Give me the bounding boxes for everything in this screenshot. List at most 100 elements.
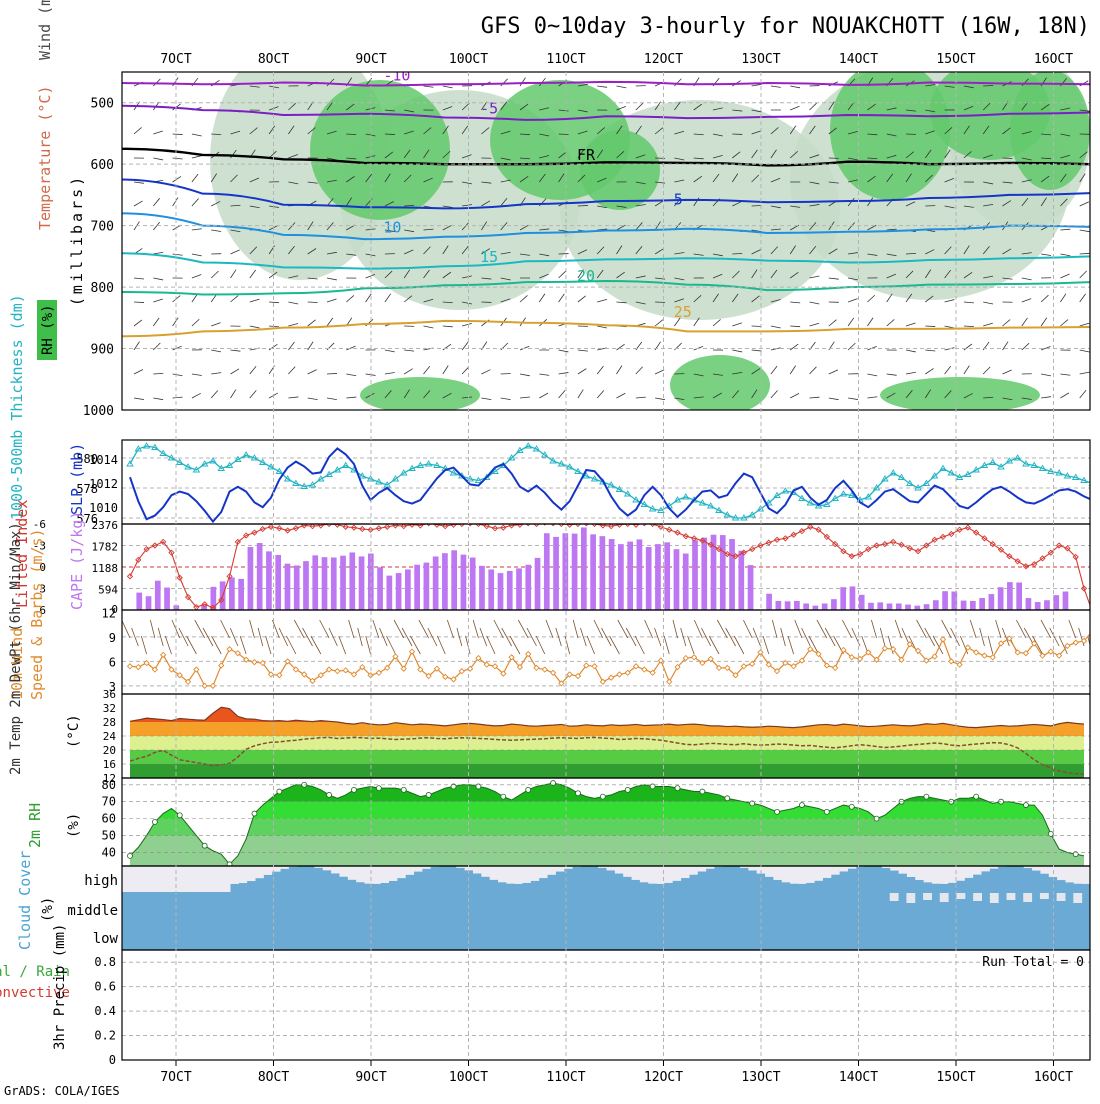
cloud-high-cell <box>589 866 598 892</box>
wind-clip <box>122 620 1100 688</box>
wind-barb <box>617 86 627 88</box>
cloud-high-cell <box>840 871 849 892</box>
wind-barb <box>752 84 762 86</box>
li-point <box>642 521 647 526</box>
wind-barb <box>842 620 851 638</box>
wind-barb <box>1041 318 1047 326</box>
cape-bar <box>637 539 643 610</box>
rh-point <box>501 794 506 799</box>
wind-barb <box>1080 202 1089 206</box>
temp-tick: 28 <box>103 716 116 729</box>
wind-barb <box>790 366 795 374</box>
rh-tick: 60 <box>102 812 116 826</box>
wind-barb <box>308 320 316 326</box>
cape-bar <box>766 594 772 610</box>
cloud-left-label: Cloud Cover <box>16 851 34 950</box>
temp-tick: 16 <box>103 758 116 771</box>
cloud-high-cell <box>364 884 373 892</box>
x-tick-label-bottom: 14OCT <box>839 1070 878 1085</box>
rh-band <box>122 836 1090 866</box>
cape-bar <box>285 564 291 610</box>
cape-tick: 2376 <box>92 519 119 532</box>
cape-bar <box>803 603 809 610</box>
wind-barb <box>192 156 202 158</box>
cape-tick: 1782 <box>92 541 119 554</box>
cape-bar <box>692 540 698 610</box>
y-tick-label: 800 <box>91 281 114 296</box>
cloud-high-cell <box>539 878 548 892</box>
cape-bar <box>229 577 235 610</box>
wind-barb <box>829 278 839 279</box>
wind-barb <box>578 369 586 374</box>
wind-speed-point <box>990 655 995 660</box>
cape-bar <box>729 539 735 610</box>
wind-barb <box>1060 320 1068 326</box>
cape-bar <box>359 556 365 610</box>
wind-barb <box>192 274 201 278</box>
wind-barb <box>231 296 239 302</box>
cloud-high-cell <box>339 877 348 892</box>
wind-barb <box>539 374 549 375</box>
wind-barb <box>366 319 373 326</box>
cape-bar <box>933 600 939 610</box>
cloud-high-cell <box>1007 866 1016 892</box>
wind-barb <box>437 636 445 654</box>
wind-speed-point <box>642 667 647 672</box>
wind-barb <box>311 636 321 654</box>
cape-bar <box>748 565 754 610</box>
cloud-high-cell <box>573 867 582 892</box>
wind-speed-line <box>130 631 1100 686</box>
wind-barb <box>385 373 395 374</box>
wind-speed-point <box>210 683 215 688</box>
wind-barb <box>134 302 144 303</box>
cape-bar <box>590 534 596 610</box>
cape-bar <box>701 538 707 610</box>
rh-point <box>152 820 157 825</box>
wind-barb <box>790 302 800 303</box>
cape-bar <box>794 601 800 610</box>
wind-barb <box>559 372 569 374</box>
cloud-high-cell <box>931 884 940 892</box>
precip-tick: 0.2 <box>94 1029 116 1043</box>
wind-barb <box>925 368 933 374</box>
wind-barb <box>709 636 719 654</box>
wind-barb <box>462 367 469 374</box>
rh-region <box>360 377 480 413</box>
cloud-high-cell <box>356 882 365 892</box>
wind-barb <box>597 390 604 398</box>
wind-barb <box>848 299 857 302</box>
rh-point <box>177 813 182 818</box>
cloud-high-cell <box>606 870 615 892</box>
wind-barb <box>1022 318 1028 326</box>
temp-band <box>122 750 1090 764</box>
cloud-high-cell <box>523 883 532 892</box>
x-tick-label-bottom: 15OCT <box>936 1070 975 1085</box>
rh-region <box>880 377 1040 413</box>
wind-speed-point <box>833 665 838 670</box>
temp-left-label: 2m Temp 2m DewPt (6hr Min/Max) <box>8 522 24 775</box>
wind-barb <box>887 374 897 375</box>
temp-tick: 20 <box>103 744 116 757</box>
cloud-high-cell <box>281 869 290 892</box>
cloud-high-cell <box>781 882 790 892</box>
wind-barb <box>308 370 317 374</box>
wind-barb <box>329 628 337 646</box>
wind-barb <box>153 222 159 230</box>
isotherm-line <box>122 321 1090 336</box>
wind-barb <box>481 370 490 374</box>
wind-barb <box>211 230 221 232</box>
cloud-high-cell <box>773 880 782 892</box>
wind-speed-point <box>161 652 166 657</box>
upper-air-label-wind: Wind (m/s) <box>36 0 54 60</box>
cloud-high-cell <box>456 868 465 892</box>
rh-point <box>675 786 680 791</box>
cape-bar <box>627 542 633 610</box>
cape-bar <box>850 586 856 610</box>
wind-barb <box>346 397 356 398</box>
cape-bar <box>1035 602 1041 610</box>
wind-barb <box>173 318 179 326</box>
cloud-high-cell <box>714 867 723 892</box>
cape-bar <box>479 566 485 610</box>
cape-bar <box>451 550 457 610</box>
wind-barb <box>231 390 236 398</box>
